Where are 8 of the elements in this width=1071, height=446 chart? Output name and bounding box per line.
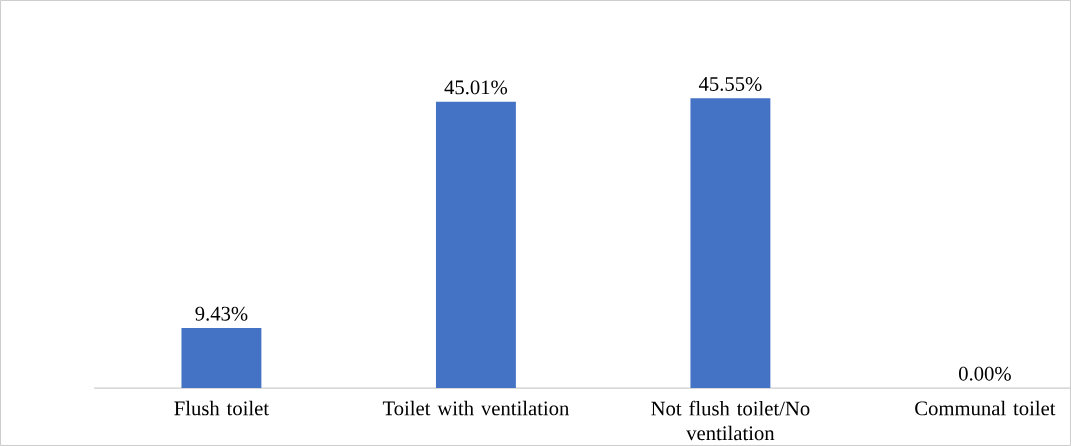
data-label: 9.43%: [195, 306, 248, 321]
data-label: 45.01%: [444, 80, 508, 95]
data-label: 0.00%: [959, 366, 1011, 381]
x-tick-label: Flush toilet: [174, 400, 269, 416]
x-tick-label: Toilet with ventilation: [382, 400, 570, 416]
x-tick-label: Communal toilet: [915, 400, 1056, 416]
x-tick-label: Not flush toilet/No ventilation: [651, 400, 810, 441]
data-label: 45.55%: [698, 76, 762, 91]
